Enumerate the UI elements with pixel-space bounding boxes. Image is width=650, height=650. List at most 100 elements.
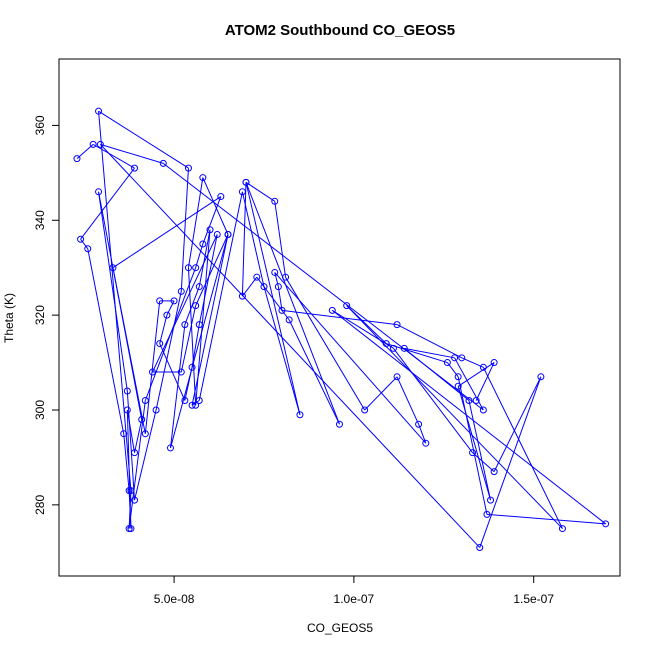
data-point xyxy=(131,164,139,172)
data-point xyxy=(195,283,203,291)
series-segment xyxy=(180,168,189,292)
data-point xyxy=(195,321,203,329)
data-point xyxy=(479,363,487,371)
data-point xyxy=(469,449,477,457)
series-segment xyxy=(457,362,495,387)
data-point xyxy=(415,420,423,428)
data-point xyxy=(443,359,451,367)
data-point xyxy=(166,444,174,452)
y-tick-label: 300 xyxy=(33,400,47,420)
series-segment xyxy=(198,191,243,401)
series-segment xyxy=(263,286,301,415)
data-point xyxy=(95,188,103,196)
data-point xyxy=(454,382,462,390)
data-point xyxy=(393,373,401,381)
data-point xyxy=(141,397,149,405)
series-segment xyxy=(134,419,143,453)
data-point xyxy=(188,401,196,409)
series-segment xyxy=(479,376,542,548)
data-point xyxy=(125,525,133,533)
data-point xyxy=(393,321,401,329)
series-segment xyxy=(123,433,130,491)
y-axis: 280 300 320 340 360 xyxy=(33,115,59,515)
series-segment xyxy=(242,276,258,297)
y-tick-label: 360 xyxy=(33,115,47,135)
series-segment xyxy=(198,234,218,325)
data-point xyxy=(192,302,200,310)
data-point xyxy=(328,306,336,314)
series-segment xyxy=(98,110,189,169)
data-point xyxy=(84,245,92,253)
data-point xyxy=(483,510,491,518)
data-point xyxy=(184,264,192,272)
data-point xyxy=(271,268,279,276)
x-axis: 5.0e-08 1.0e-07 1.5e-07 xyxy=(154,576,554,606)
series-segment xyxy=(241,191,265,287)
data-point xyxy=(282,273,290,281)
series-segment xyxy=(274,272,279,287)
series-segment xyxy=(396,324,462,359)
data-point xyxy=(537,373,545,381)
series-segment xyxy=(195,243,204,268)
data-point xyxy=(109,264,117,272)
series-segment xyxy=(187,267,197,406)
data-point xyxy=(382,340,390,348)
y-tick-label: 320 xyxy=(33,305,47,325)
series-segment xyxy=(331,309,606,525)
data-point xyxy=(156,297,164,305)
series-segment xyxy=(364,376,398,411)
series-segment xyxy=(159,315,168,344)
series-segment xyxy=(195,234,229,306)
series-segment xyxy=(241,182,247,297)
series-segment xyxy=(134,409,157,501)
series-segment xyxy=(393,348,473,453)
data-point xyxy=(336,420,343,428)
data-point xyxy=(163,311,171,319)
series-points xyxy=(73,107,610,552)
data-point xyxy=(95,107,103,115)
series-segment xyxy=(180,305,197,373)
series-lines xyxy=(76,110,606,548)
data-point xyxy=(389,344,397,352)
data-point xyxy=(177,368,185,376)
data-point xyxy=(127,487,135,495)
data-point xyxy=(242,178,250,186)
series-segment xyxy=(87,248,125,434)
series-segment xyxy=(169,324,186,448)
series-segment xyxy=(99,144,481,548)
data-point xyxy=(138,415,146,423)
series-segment xyxy=(472,452,495,473)
data-point xyxy=(260,283,268,291)
data-point xyxy=(206,226,214,234)
series-segment xyxy=(191,234,229,406)
data-point xyxy=(422,439,430,447)
data-point xyxy=(224,230,232,238)
x-tick-label: 5.0e-08 xyxy=(154,592,195,606)
series-segment xyxy=(475,362,495,401)
data-point xyxy=(170,297,178,305)
series-segment xyxy=(281,309,398,326)
series-segment xyxy=(482,367,563,529)
data-point xyxy=(490,468,498,476)
data-point xyxy=(195,397,203,405)
series-segment xyxy=(457,386,492,501)
data-point xyxy=(238,188,246,196)
data-point xyxy=(192,264,200,272)
data-point xyxy=(177,287,185,295)
series-segment xyxy=(191,400,200,406)
data-point xyxy=(476,544,484,552)
series-segment xyxy=(184,286,200,325)
data-point xyxy=(490,359,498,367)
data-point xyxy=(361,406,369,414)
series-segment xyxy=(76,144,94,159)
x-tick-label: 1.0e-07 xyxy=(334,592,375,606)
data-point xyxy=(253,273,261,281)
data-point xyxy=(487,496,495,504)
plot-frame xyxy=(58,58,621,577)
series-segment xyxy=(454,357,484,411)
data-point xyxy=(217,193,225,201)
data-point xyxy=(213,230,221,238)
data-point xyxy=(400,344,408,352)
series-segment xyxy=(274,201,287,278)
